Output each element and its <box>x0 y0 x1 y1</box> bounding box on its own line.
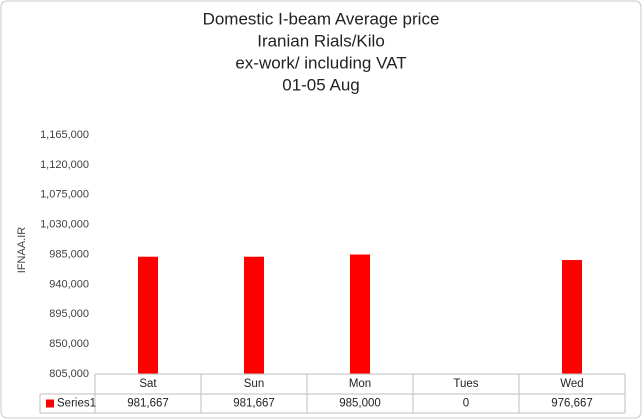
y-tick-label: 1,075,000 <box>40 189 89 201</box>
y-tick-label: 1,165,000 <box>40 129 89 141</box>
y-tick-label: 1,030,000 <box>40 219 89 231</box>
x-tick-label: Tues <box>453 378 478 390</box>
chart-title: Iranian Rials/Kilo <box>257 31 385 50</box>
bar <box>350 254 370 374</box>
legend-swatch <box>46 399 54 408</box>
y-tick-label: 985,000 <box>49 248 89 260</box>
chart-title: ex-work/ including VAT <box>235 53 406 72</box>
y-tick-label: 850,000 <box>49 338 89 350</box>
legend-label: Series1 <box>57 398 96 410</box>
value-label: 981,667 <box>127 398 169 410</box>
y-tick-label: 940,000 <box>49 278 89 290</box>
y-tick-label: 1,120,000 <box>40 159 89 171</box>
bars <box>138 254 582 374</box>
y-axis-label: IFNAA.IR <box>16 227 28 274</box>
chart-title: Domestic I-beam Average price <box>203 9 440 28</box>
x-tick-label: Mon <box>349 378 371 390</box>
value-label: 976,667 <box>551 398 593 410</box>
value-label: 981,667 <box>233 398 275 410</box>
x-tick-label: Sun <box>244 378 264 390</box>
x-tick-label: Wed <box>560 378 583 390</box>
value-label: 0 <box>463 398 469 410</box>
value-label: 985,000 <box>339 398 381 410</box>
chart-title: 01-05 Aug <box>282 75 360 94</box>
y-tick-label: 895,000 <box>49 308 89 320</box>
bar <box>244 256 264 374</box>
bar <box>562 260 582 374</box>
y-tick-label: 805,000 <box>49 368 89 380</box>
bar <box>138 256 158 374</box>
x-tick-label: Sat <box>139 378 157 390</box>
